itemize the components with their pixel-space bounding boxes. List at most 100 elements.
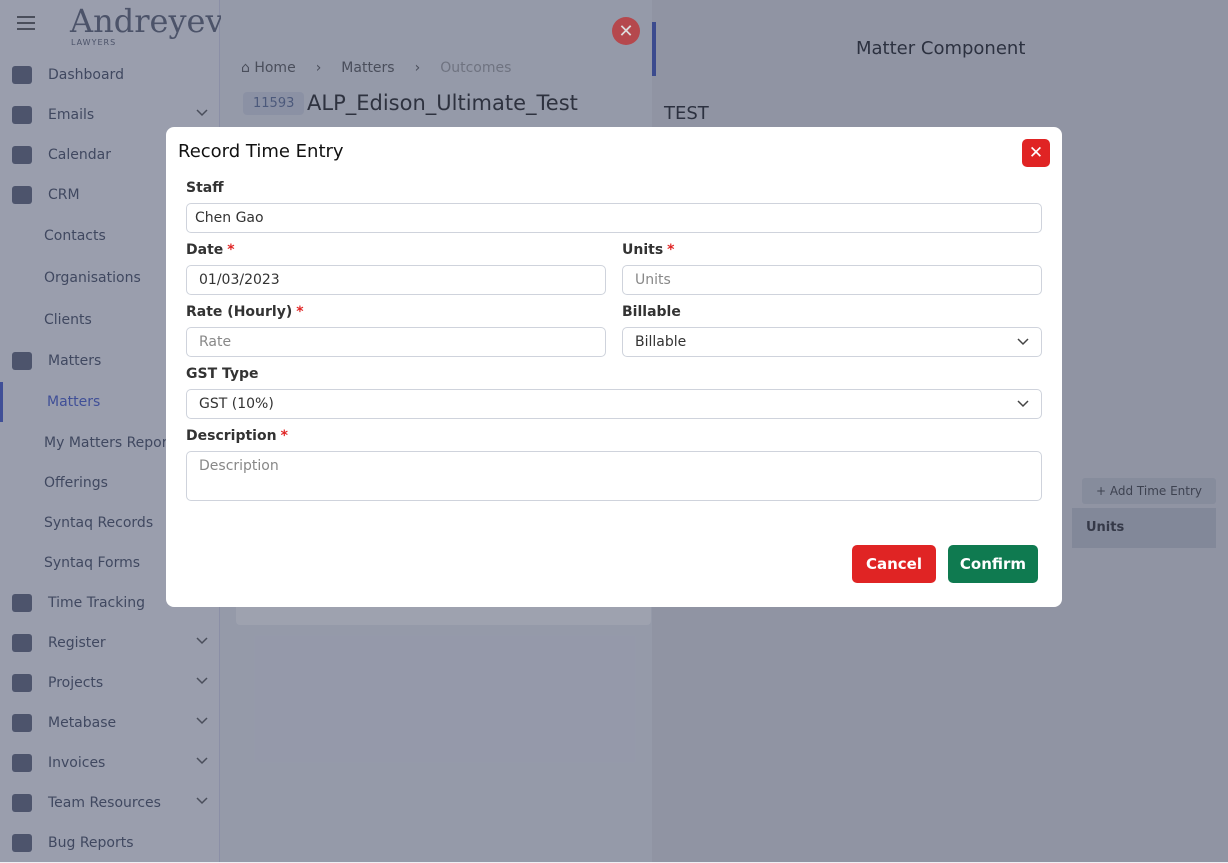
nav-icon: [12, 714, 32, 732]
required-mark: *: [296, 304, 304, 320]
nav-label[interactable]: Emails: [48, 107, 95, 123]
nav-item[interactable]: Matters: [0, 382, 220, 422]
nav-item[interactable]: Syntaq Records: [0, 503, 220, 543]
crumb: Outcomes: [440, 60, 512, 76]
select-value[interactable]: Billable: [635, 334, 687, 350]
nav-label[interactable]: Matters: [47, 394, 101, 410]
label: Rate (Hourly) *: [186, 304, 304, 320]
panel-close[interactable]: ✕: [612, 17, 640, 45]
nav-label[interactable]: Clients: [44, 312, 92, 328]
matter-title: ALP_Edison_Ultimate_Test: [307, 91, 578, 115]
nav-label[interactable]: Syntaq Forms: [44, 555, 141, 571]
nav-label[interactable]: Matters: [48, 353, 102, 369]
add-time-entry[interactable]: + Add Time Entry: [1082, 478, 1216, 504]
crumb[interactable]: Matters: [341, 60, 395, 76]
crumb[interactable]: ⌂ Home: [241, 60, 296, 76]
chevron: [1017, 400, 1029, 408]
nav-icon: [12, 674, 32, 692]
separator: ›: [315, 60, 322, 76]
nav-icon: [12, 794, 32, 812]
nav-item[interactable]: Time Tracking: [0, 583, 220, 623]
select-value[interactable]: GST (10%): [199, 396, 274, 412]
nav-icon: [12, 146, 32, 164]
cancel-button[interactable]: Cancel: [852, 545, 936, 583]
nav-item[interactable]: Invoices: [0, 743, 220, 783]
nav-label[interactable]: Register: [48, 635, 106, 651]
nav-label[interactable]: Bug Reports: [48, 835, 134, 851]
nav-item[interactable]: Emails: [0, 95, 220, 135]
gst-select[interactable]: GST (10%): [186, 389, 1042, 419]
nav-item[interactable]: Organisations: [0, 258, 220, 298]
nav-item[interactable]: Matters: [0, 341, 220, 381]
nav-item[interactable]: Metabase: [0, 703, 220, 743]
label: GST Type: [186, 366, 259, 382]
nav-item[interactable]: Bug Reports: [0, 823, 220, 863]
nav-label[interactable]: Time Tracking: [48, 595, 145, 611]
nav-item[interactable]: Dashboard: [0, 55, 220, 95]
description-input[interactable]: Description: [186, 451, 1042, 501]
matter-id: 11593: [243, 92, 305, 115]
units-input[interactable]: Units: [622, 265, 1042, 295]
nav-item[interactable]: My Matters Repor: [0, 423, 220, 463]
nav-icon: [12, 754, 32, 772]
nav-item[interactable]: Team Resources: [0, 783, 220, 823]
nav-label[interactable]: Organisations: [44, 270, 141, 286]
label-text: Description: [186, 428, 277, 444]
nav-item[interactable]: Offerings: [0, 463, 220, 503]
label: Date *: [186, 242, 235, 258]
date-input[interactable]: 01/03/2023: [186, 265, 606, 295]
nav-icon: [12, 66, 32, 84]
nav-label[interactable]: Dashboard: [48, 67, 124, 83]
nav-icon: [12, 186, 32, 204]
nav-icon: [12, 834, 32, 852]
label-text: Date: [186, 242, 224, 258]
label: Staff: [186, 180, 224, 196]
nav-item[interactable]: Projects: [0, 663, 220, 703]
crumb-text[interactable]: Home: [254, 60, 296, 76]
nav-label[interactable]: Metabase: [48, 715, 117, 731]
modal: Record Time Entry ✕ Staff Chen Gao Date *…: [166, 127, 1062, 607]
modal-close[interactable]: ✕: [1022, 139, 1050, 167]
nav-icon: [12, 594, 32, 612]
breadcrumb: ⌂ Home › Matters › Outcomes: [241, 60, 511, 76]
required-mark: *: [667, 242, 675, 258]
chevron: [196, 717, 208, 725]
nav-icon: [12, 634, 32, 652]
nav-label[interactable]: Contacts: [44, 228, 106, 244]
rate-input[interactable]: Rate: [186, 327, 606, 357]
nav-item[interactable]: Clients: [0, 300, 220, 340]
chevron: [196, 797, 208, 805]
nav-label[interactable]: CRM: [48, 187, 80, 203]
nav-item[interactable]: Register: [0, 623, 220, 663]
staff-input[interactable]: Chen Gao: [186, 203, 1042, 233]
add-label[interactable]: Add Time Entry: [1109, 484, 1203, 498]
nav-label[interactable]: Calendar: [48, 147, 111, 163]
chevron: [196, 109, 208, 117]
nav-label[interactable]: Offerings: [44, 475, 108, 491]
nav-label[interactable]: Invoices: [48, 755, 106, 771]
panel-heading: TEST: [664, 103, 709, 124]
nav-item[interactable]: Contacts: [0, 216, 220, 256]
confirm-button[interactable]: Confirm: [948, 545, 1038, 583]
modal-title: Record Time Entry: [178, 141, 344, 162]
panel-accent: [652, 22, 656, 76]
chevron: [1017, 338, 1029, 346]
separator: ›: [414, 60, 421, 76]
nav-item[interactable]: Syntaq Forms: [0, 543, 220, 583]
menu-icon[interactable]: [16, 14, 36, 32]
logo[interactable]: Andreyev: [70, 2, 224, 40]
nav-item[interactable]: Calendar: [0, 135, 220, 175]
nav-label[interactable]: My Matters Repor: [44, 435, 168, 451]
label: Billable: [622, 304, 681, 320]
label-text: Units: [622, 242, 664, 258]
nav-label[interactable]: Team Resources: [48, 795, 161, 811]
billable-select[interactable]: Billable: [622, 327, 1042, 357]
label: Units *: [622, 242, 675, 258]
required-mark: *: [227, 242, 235, 258]
chevron: [196, 637, 208, 645]
nav-label[interactable]: Projects: [48, 675, 104, 691]
logo-sub: LAWYERS: [71, 38, 117, 47]
nav-item[interactable]: CRM: [0, 175, 220, 215]
nav-label[interactable]: Syntaq Records: [44, 515, 154, 531]
